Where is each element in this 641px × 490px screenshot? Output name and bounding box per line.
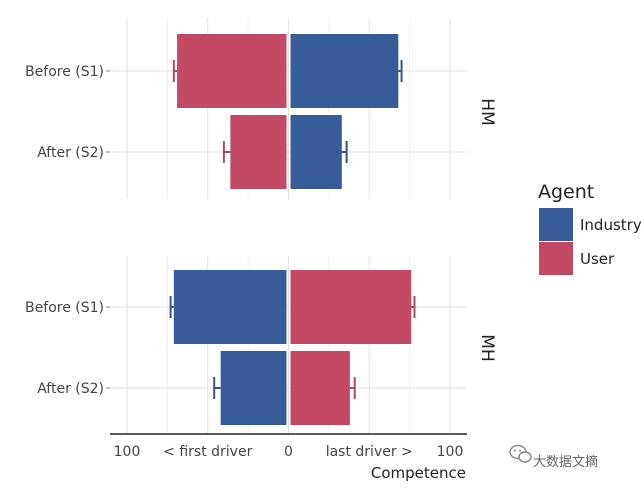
bar-mh-0 xyxy=(173,270,287,344)
legend-title: Agent xyxy=(538,181,594,203)
facet-label-hm: HM xyxy=(477,98,497,125)
bar-hm-0 xyxy=(177,34,287,108)
x-axis-title: Competence xyxy=(371,464,466,482)
wechat-icon xyxy=(509,444,532,463)
x-tick-label: < first driver xyxy=(163,444,252,460)
bar-mh-3 xyxy=(290,351,350,425)
watermark: 大数据文摘 xyxy=(509,444,598,470)
watermark-text: 大数据文摘 xyxy=(533,454,598,470)
bar-mh-2 xyxy=(220,351,287,425)
x-tick-label: 100 xyxy=(437,444,464,460)
x-tick-label: last driver > xyxy=(326,444,413,460)
y-tick-label: After (S2) xyxy=(37,145,104,161)
bar-hm-2 xyxy=(230,115,287,189)
legend-swatch-user xyxy=(539,242,573,275)
legend: Agent Industry User xyxy=(538,181,641,275)
legend-swatch-industry xyxy=(539,208,573,241)
y-tick-label: After (S2) xyxy=(37,381,104,397)
facet-label-mh: MH xyxy=(477,334,497,361)
labels: Before (S1) After (S2) HM Before (S1) After … xyxy=(25,64,497,482)
x-tick-label: 100 xyxy=(114,444,141,460)
bar-hm-3 xyxy=(290,115,342,189)
bars xyxy=(169,34,416,425)
legend-label-user: User xyxy=(580,250,615,268)
y-tick-label: Before (S1) xyxy=(25,300,104,316)
y-tick-label: Before (S1) xyxy=(25,64,104,80)
x-tick-label: 0 xyxy=(284,444,293,460)
legend-label-industry: Industry xyxy=(580,216,641,234)
bar-mh-1 xyxy=(290,270,412,344)
bar-hm-1 xyxy=(290,34,399,108)
